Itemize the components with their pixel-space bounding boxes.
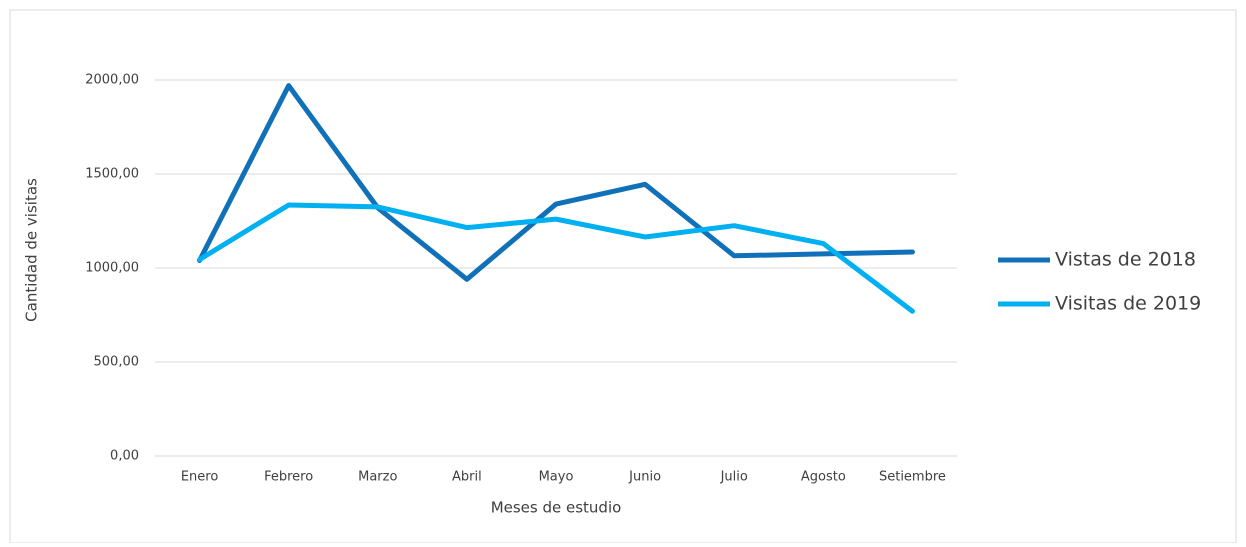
x-tick-label: Julio [720,470,748,485]
y-axis-title: Cantidad de visitas [23,178,41,322]
y-tick-label: 500,00 [94,355,140,370]
y-tick-label: 1000,00 [85,261,139,276]
x-tick-label: Marzo [358,470,397,485]
y-tick-label: 1500,00 [85,167,139,182]
x-axis-title: Meses de estudio [491,499,622,517]
series-line [197,83,915,282]
x-tick-label: Setiembre [879,470,946,485]
x-tick-label: Enero [181,470,219,485]
chart-frame [9,9,1237,544]
legend-label: Visitas de 2019 [1055,293,1201,315]
x-tick-label: Febrero [264,470,313,485]
y-tick-label: 2000,00 [85,73,139,88]
y-tick-label: 0,00 [110,449,139,464]
x-tick-label: Junio [628,470,661,485]
series-line [197,202,915,314]
x-tick-label: Mayo [539,470,574,485]
legend-label: Vistas de 2018 [1055,249,1196,271]
x-tick-label: Agosto [801,470,846,485]
x-tick-label: Abril [452,470,482,485]
